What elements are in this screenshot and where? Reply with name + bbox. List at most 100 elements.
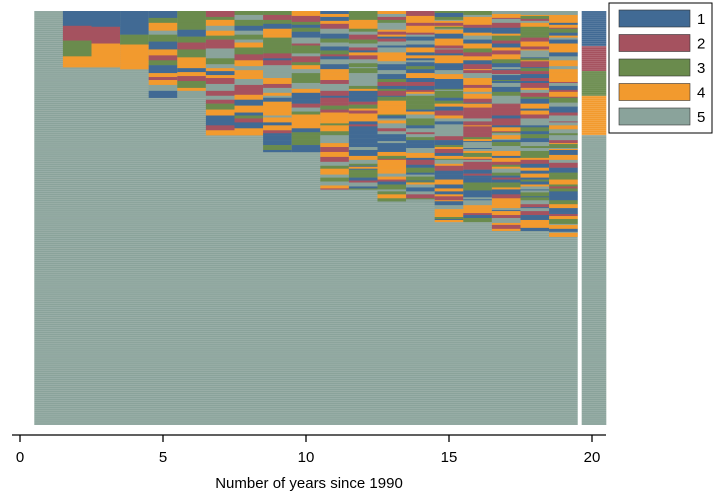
year-column-5 xyxy=(148,11,178,98)
cell-state-1 xyxy=(491,189,521,195)
cell-state-2 xyxy=(406,89,435,93)
cell-state-1 xyxy=(234,25,264,31)
cell-state-5 xyxy=(549,56,578,61)
cell-state-2 xyxy=(520,46,550,50)
cell-state-5 xyxy=(549,135,578,141)
cell-state-4 xyxy=(234,128,264,132)
cell-state-1 xyxy=(491,179,521,183)
cell-state-1 xyxy=(205,115,235,121)
year-column-19 xyxy=(549,11,578,237)
cell-state-4 xyxy=(291,65,321,70)
cell-state-1 xyxy=(406,125,435,129)
cell-state-3 xyxy=(434,94,464,98)
cell-state-4 xyxy=(148,73,178,78)
cell-state-1 xyxy=(348,94,378,98)
cell-state-4 xyxy=(406,182,435,185)
cell-state-4 xyxy=(549,233,578,237)
cell-state-4 xyxy=(434,219,464,223)
cell-state-4 xyxy=(549,143,578,145)
cell-state-5 xyxy=(549,102,578,104)
cell-state-1 xyxy=(549,196,578,201)
cell-state-5 xyxy=(291,69,321,74)
cell-state-4 xyxy=(320,125,349,132)
cell-state-4 xyxy=(291,117,321,123)
cell-state-5 xyxy=(491,208,521,211)
cell-state-1 xyxy=(434,184,464,189)
cell-state-4 xyxy=(549,149,578,151)
cell-state-4 xyxy=(434,188,464,192)
cell-state-2 xyxy=(205,90,235,96)
cell-state-3 xyxy=(549,144,578,149)
cell-state-4 xyxy=(377,58,407,62)
cell-state-4 xyxy=(491,187,521,190)
year-column-8 xyxy=(234,11,264,136)
cell-state-1 xyxy=(520,98,550,104)
cell-state-4 xyxy=(549,14,578,21)
cell-state-3 xyxy=(234,47,264,55)
cell-state-5 xyxy=(406,184,435,188)
cell-state-5 xyxy=(377,13,407,18)
cell-state-4 xyxy=(177,57,206,62)
cell-state-4 xyxy=(91,57,121,67)
cell-state-2 xyxy=(491,17,521,20)
cell-state-2 xyxy=(491,215,521,219)
cell-state-4 xyxy=(320,185,349,189)
cell-state-5 xyxy=(205,25,235,31)
cell-state-3 xyxy=(406,176,435,181)
cell-state-4 xyxy=(406,15,435,22)
cell-state-2 xyxy=(291,15,321,20)
cell-state-1 xyxy=(491,125,521,128)
cell-state-4 xyxy=(491,136,521,140)
cell-state-4 xyxy=(234,94,264,100)
cell-state-4 xyxy=(148,22,178,31)
cell-state-4 xyxy=(491,203,521,209)
x-tick-label: 20 xyxy=(584,449,601,466)
cell-state-5 xyxy=(406,199,435,202)
cell-state-3 xyxy=(291,49,321,54)
cell-state-4 xyxy=(549,154,578,160)
cell-state-4 xyxy=(234,105,264,113)
cell-state-5 xyxy=(320,161,349,166)
year-column-2 xyxy=(62,11,92,68)
cell-state-4 xyxy=(177,61,206,69)
cell-state-1 xyxy=(291,145,321,151)
cell-state-5 xyxy=(320,181,349,186)
cell-state-1 xyxy=(520,80,550,84)
cell-state-4 xyxy=(463,156,492,160)
cell-state-3 xyxy=(491,80,521,82)
cell-state-5 xyxy=(463,204,492,206)
cell-state-2 xyxy=(434,136,464,141)
cell-state-3 xyxy=(320,38,349,43)
x-tick-label: 0 xyxy=(16,449,24,466)
cell-state-3 xyxy=(406,100,435,105)
cell-state-1 xyxy=(463,102,492,104)
cell-state-4 xyxy=(205,19,235,26)
cell-state-5 xyxy=(406,174,435,177)
cell-state-2 xyxy=(320,90,349,96)
cell-state-4 xyxy=(377,105,407,111)
cell-state-1 xyxy=(234,122,264,129)
cell-state-1 xyxy=(549,149,578,156)
cell-state-4 xyxy=(463,20,492,25)
cell-state-4 xyxy=(320,168,349,175)
cell-state-2 xyxy=(348,47,378,51)
cell-state-4 xyxy=(491,198,521,204)
cell-state-2 xyxy=(463,128,492,133)
cell-state-1 xyxy=(549,212,578,214)
cell-state-3 xyxy=(148,34,178,42)
cell-state-2 xyxy=(491,161,521,165)
cell-state-1 xyxy=(263,133,292,136)
cell-state-2 xyxy=(320,80,349,85)
cell-state-5 xyxy=(348,159,378,164)
cell-state-1 xyxy=(463,169,492,174)
cell-state-4 xyxy=(463,43,492,49)
cell-state-5 xyxy=(291,82,321,90)
cell-state-4 xyxy=(434,29,464,34)
cell-state-1 xyxy=(348,134,378,139)
cell-state-3 xyxy=(348,63,378,68)
cell-state-2 xyxy=(463,107,492,111)
year-column-9 xyxy=(263,11,292,153)
cell-state-5 xyxy=(234,79,264,86)
cell-state-2 xyxy=(377,90,407,96)
cell-state-4 xyxy=(434,117,464,119)
